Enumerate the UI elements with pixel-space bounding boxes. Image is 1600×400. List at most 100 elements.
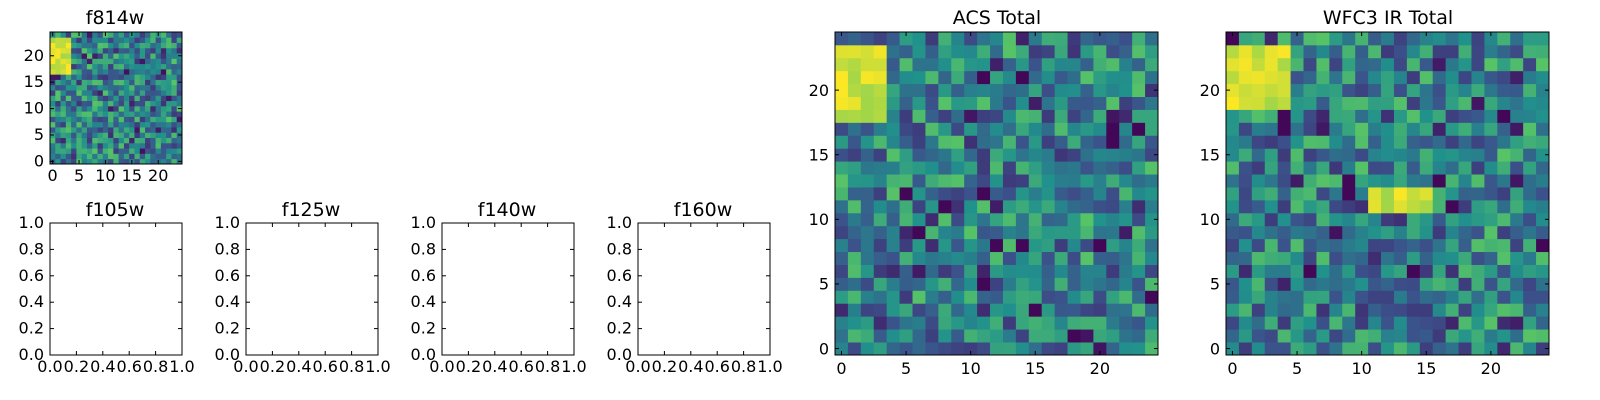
heatmap-cell: [145, 90, 151, 96]
heatmap-cell: [886, 329, 900, 343]
heatmap-cell: [1329, 329, 1343, 343]
heatmap-cell: [1106, 161, 1120, 175]
heatmap-cell: [990, 238, 1004, 253]
y-tick-label: 15: [24, 72, 44, 91]
heatmap-cell: [964, 44, 978, 59]
heatmap-cell: [912, 96, 926, 110]
heatmap-cell: [166, 137, 172, 144]
heatmap-cell: [71, 79, 77, 86]
heatmap-cell: [71, 158, 77, 165]
heatmap-cell: [1238, 70, 1253, 85]
heatmap-cell: [1471, 109, 1485, 123]
x-tick-label: 0.2: [64, 357, 89, 376]
heatmap-cell: [1277, 212, 1291, 227]
heatmap-cell: [1145, 290, 1159, 304]
heatmap-cell: [102, 148, 109, 154]
heatmap-cell: [1497, 161, 1511, 175]
heatmap-cell: [166, 32, 172, 38]
heatmap-cell: [835, 264, 849, 278]
heatmap-cell: [1067, 212, 1081, 227]
y-tick-label: 0.2: [411, 319, 436, 338]
heatmap-cell: [847, 122, 862, 136]
heatmap-cell: [139, 111, 146, 117]
heatmap-cell: [835, 135, 849, 149]
heatmap-cell: [1054, 212, 1068, 227]
heatmap-cell: [1471, 44, 1485, 59]
heatmap-cell: [1523, 329, 1537, 343]
heatmap-cell: [155, 84, 162, 91]
heatmap-cell: [1238, 187, 1253, 201]
heatmap-cell: [1536, 148, 1550, 162]
heatmap-cell: [166, 58, 172, 65]
heatmap-cell: [886, 277, 900, 291]
heatmap-cell: [1080, 96, 1094, 110]
heatmap-cell: [1041, 277, 1056, 291]
heatmap-cell: [1238, 225, 1253, 240]
heatmap-cell: [50, 74, 56, 80]
heatmap-cell: [1054, 122, 1068, 136]
heatmap-cell: [102, 84, 109, 91]
heatmap-cell: [1238, 148, 1253, 162]
heatmap-cell: [1381, 251, 1395, 265]
heatmap-cell: [1329, 212, 1343, 227]
heatmap-cell: [1067, 199, 1081, 214]
heatmap-cell: [108, 37, 114, 43]
heatmap-cell: [134, 84, 141, 91]
heatmap-cell: [1132, 238, 1146, 253]
heatmap-cell: [113, 158, 120, 165]
plot-frame: [834, 31, 1159, 356]
heatmap-cell: [1238, 238, 1253, 253]
heatmap-cell: [1536, 264, 1550, 278]
heatmap-cell: [938, 212, 952, 227]
heatmap-cell: [102, 58, 109, 65]
heatmap-cell: [1419, 57, 1434, 72]
heatmap-cell: [145, 121, 151, 128]
heatmap-cell: [847, 57, 862, 72]
heatmap-cell: [1342, 199, 1356, 214]
heatmap-cell: [1093, 96, 1107, 110]
heatmap-cell: [938, 96, 952, 110]
heatmap-cell: [50, 84, 56, 91]
heatmap-cell: [1002, 70, 1017, 85]
heatmap-cell: [899, 277, 913, 291]
heatmap-cell: [50, 37, 56, 43]
heatmap-cell: [171, 53, 178, 59]
heatmap-cell: [1277, 148, 1291, 162]
heatmap-cell: [847, 342, 862, 356]
heatmap-cell: [925, 329, 939, 343]
heatmap-cell: [1471, 96, 1485, 110]
heatmap-cell: [60, 158, 67, 165]
heatmap-cell: [155, 105, 162, 112]
heatmap-cell: [171, 132, 178, 138]
heatmap-cell: [1251, 83, 1266, 97]
heatmap-cell: [1251, 109, 1266, 123]
heatmap-cell: [1226, 148, 1240, 162]
heatmap-cell: [60, 116, 67, 123]
heatmap-cell: [886, 83, 900, 97]
heatmap-cell: [92, 153, 98, 160]
heatmap-cell: [964, 316, 978, 330]
heatmap-cell: [1145, 161, 1159, 175]
heatmap-cell: [860, 57, 875, 72]
heatmap-cell: [160, 105, 167, 112]
heatmap-cell: [102, 142, 109, 149]
heatmap-cell: [1251, 187, 1266, 201]
y-tick-label: 0.2: [19, 319, 44, 338]
heatmap-cell: [129, 127, 135, 133]
heatmap-cell: [71, 153, 77, 160]
heatmap-cell: [1226, 277, 1240, 291]
heatmap-cell: [1002, 174, 1017, 188]
heatmap-cell: [964, 290, 978, 304]
heatmap-cell: [1303, 225, 1317, 240]
heatmap-cell: [150, 153, 156, 160]
heatmap-cell: [1080, 342, 1094, 356]
heatmap-cell: [1510, 32, 1524, 46]
heatmap-cell: [150, 158, 156, 165]
heatmap-cell: [1536, 290, 1550, 304]
y-tick-label: 1.0: [411, 213, 436, 232]
heatmap-cell: [1497, 212, 1511, 227]
heatmap-cell: [1028, 303, 1043, 317]
x-tick-label: 0.6: [312, 357, 337, 376]
heatmap-cell: [860, 187, 875, 201]
heatmap-cell: [1145, 303, 1159, 317]
